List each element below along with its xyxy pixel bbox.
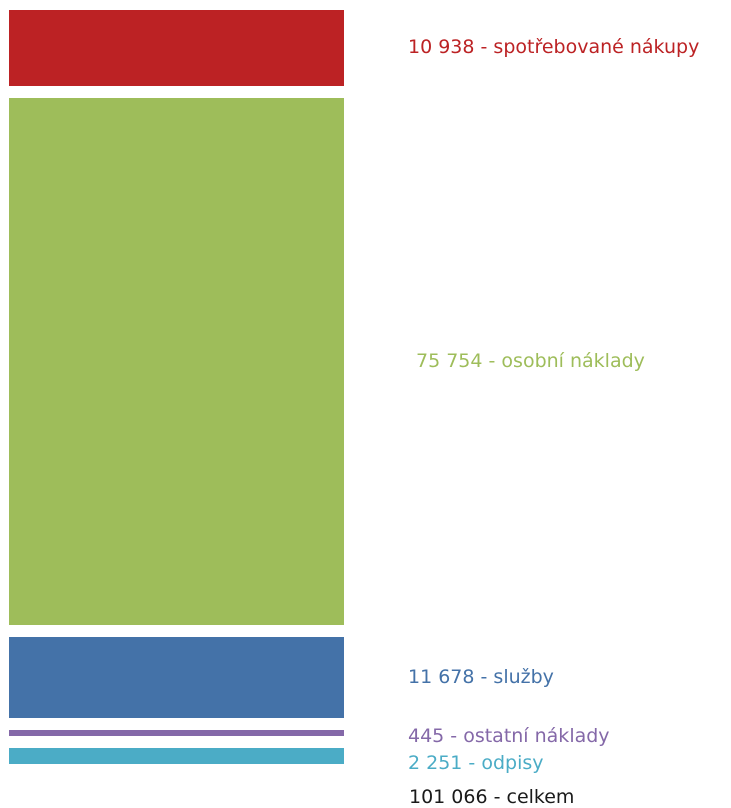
segment-label-osobni-naklady: 75 754 - osobní náklady bbox=[416, 350, 645, 372]
segment-label-sluzby: 11 678 - služby bbox=[408, 666, 554, 688]
segment-label-spotrebovane-nakupy: 10 938 - spotřebované nákupy bbox=[408, 36, 700, 58]
segment-label-ostatni-naklady: 445 - ostatní náklady bbox=[408, 725, 610, 747]
bar-segment-sluzby bbox=[9, 637, 344, 718]
bar-segment-odpisy bbox=[9, 748, 344, 764]
bar-segment-ostatni-naklady bbox=[9, 730, 344, 736]
segment-label-odpisy: 2 251 - odpisy bbox=[408, 752, 544, 774]
bar-segment-spotrebovane-nakupy bbox=[9, 10, 344, 86]
total-label: 101 066 - celkem bbox=[409, 786, 575, 808]
bar-segment-osobni-naklady bbox=[9, 98, 344, 625]
